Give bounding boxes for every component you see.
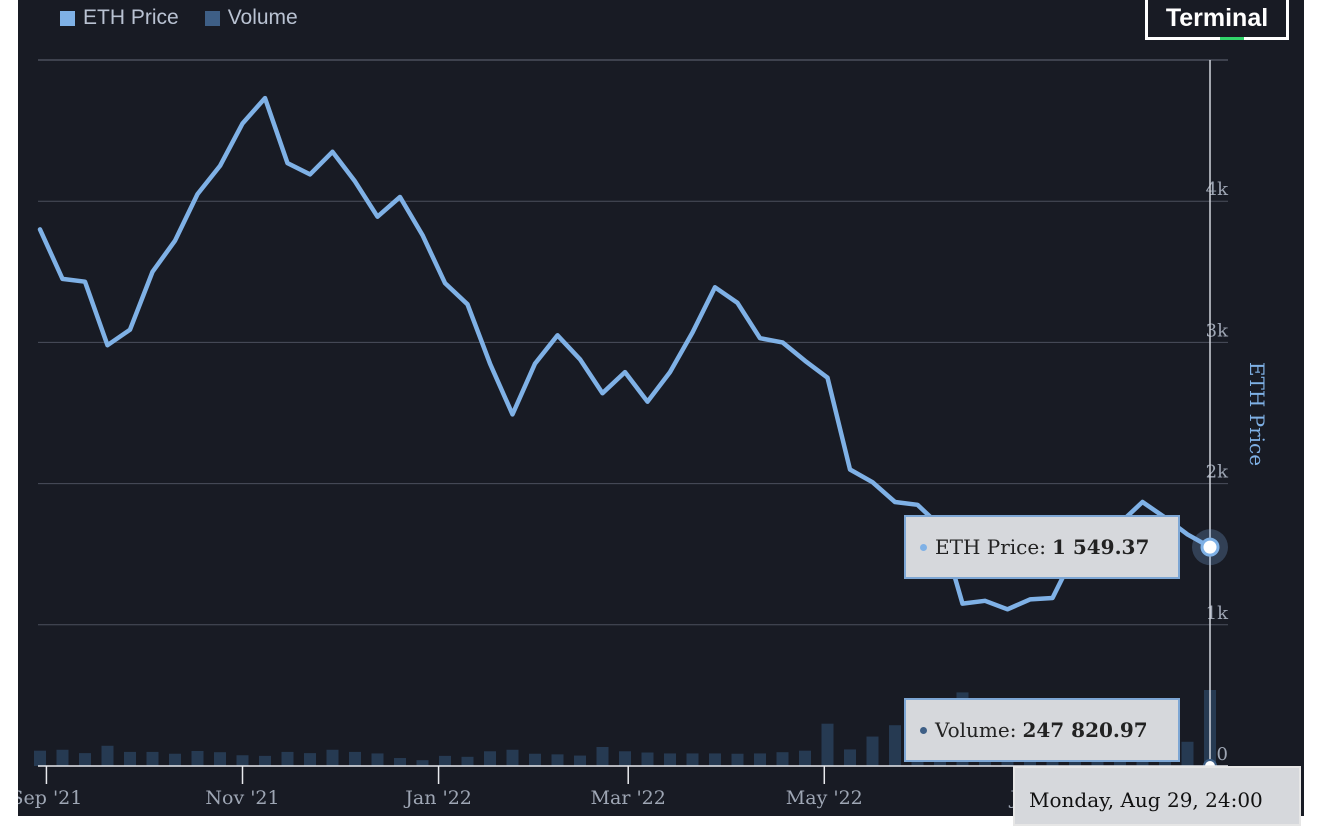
eth-price-chart: 0 1k 2k 3k 4k ETH Price Sep '21 Nov '21 Jan '22 M… xyxy=(18,59,1269,809)
volume-bar xyxy=(101,745,114,766)
price-tooltip-label: ETH Price: xyxy=(935,535,1046,559)
volume-bar xyxy=(776,752,789,766)
volume-bar xyxy=(416,760,429,766)
volume-bar xyxy=(664,753,676,766)
volume-tooltip: Volume: 247 820.97 xyxy=(904,698,1180,762)
volume-bar xyxy=(214,752,226,766)
volume-bar xyxy=(574,755,586,766)
volume-bar xyxy=(259,755,271,766)
volume-bar xyxy=(371,753,384,766)
volume-bar xyxy=(866,736,879,766)
volume-bar xyxy=(844,749,856,766)
x-tick-label: Jan '22 xyxy=(403,787,472,809)
volume-tooltip-dot xyxy=(920,726,927,734)
volume-bar xyxy=(236,755,249,766)
volume-bar xyxy=(281,751,294,766)
volume-bar xyxy=(439,755,451,766)
volume-bar xyxy=(34,750,46,766)
series-line-eth-price xyxy=(37,95,1213,612)
volume-bar xyxy=(79,753,91,766)
x-tick-label: Nov '21 xyxy=(205,787,279,809)
legend-item-eth-price[interactable]: ETH Price xyxy=(60,6,179,30)
volume-bar xyxy=(799,750,811,766)
volume-bar xyxy=(191,750,204,766)
volume-tooltip-label: Volume: xyxy=(935,718,1017,742)
volume-bar xyxy=(686,753,699,766)
legend-swatch-volume xyxy=(204,10,220,26)
legend-label-volume: Volume xyxy=(227,6,298,29)
volume-bar xyxy=(619,751,631,766)
volume-bar xyxy=(1181,741,1194,766)
legend-item-volume[interactable]: Volume xyxy=(204,6,298,30)
price-tooltip-value: 1 549.37 xyxy=(1051,535,1150,559)
volume-bar xyxy=(124,751,136,766)
legend-label-price: ETH Price xyxy=(83,6,179,29)
x-tick-label: Sep '21 xyxy=(18,787,82,809)
date-tooltip: Monday, Aug 29, 24:00 xyxy=(1013,766,1301,826)
volume-bar xyxy=(506,749,519,766)
volume-bar xyxy=(146,751,159,766)
chart-panel: 0 1k 2k 3k 4k ETH Price Sep '21 Nov '21 Jan '22 M… xyxy=(18,0,1304,816)
volume-bar xyxy=(461,756,474,766)
volume-bar xyxy=(349,751,361,766)
volume-bar xyxy=(821,723,834,766)
price-tooltip-dot xyxy=(920,543,927,551)
brand-logo[interactable]: Terminal xyxy=(1145,0,1289,40)
y-axis-title: ETH Price xyxy=(1245,362,1269,466)
brand-text: Terminal xyxy=(1165,4,1269,32)
volume-bar xyxy=(709,753,721,766)
hover-point xyxy=(1200,537,1220,557)
y-tick-label: 1k xyxy=(1206,603,1229,624)
volume-bar xyxy=(889,725,901,766)
brand-accent xyxy=(1220,37,1244,40)
x-tick-label: May '22 xyxy=(786,787,863,809)
volume-bar xyxy=(169,753,181,766)
volume-bar xyxy=(484,751,496,766)
volume-tooltip-value: 247 820.97 xyxy=(1022,718,1148,742)
volume-bar xyxy=(596,746,609,766)
volume-bar xyxy=(56,749,69,766)
y-tick-label: 0 xyxy=(1217,744,1228,765)
volume-bar xyxy=(529,753,541,766)
volume-bar xyxy=(641,752,654,766)
y-tick-label: 2k xyxy=(1206,462,1229,483)
x-tick-label: Mar '22 xyxy=(591,787,666,809)
price-tooltip: ETH Price: 1 549.37 xyxy=(904,515,1180,579)
legend-swatch-price xyxy=(60,10,75,26)
volume-bar xyxy=(551,754,564,766)
volume-bar xyxy=(326,749,339,766)
legend: ETH Price Volume xyxy=(60,6,298,30)
volume-bar xyxy=(754,753,766,766)
y-tick-label: 3k xyxy=(1206,320,1229,341)
volume-bar xyxy=(731,753,744,766)
y-tick-label: 4k xyxy=(1206,179,1229,200)
volume-bar xyxy=(304,753,316,766)
volume-bar xyxy=(394,758,406,766)
